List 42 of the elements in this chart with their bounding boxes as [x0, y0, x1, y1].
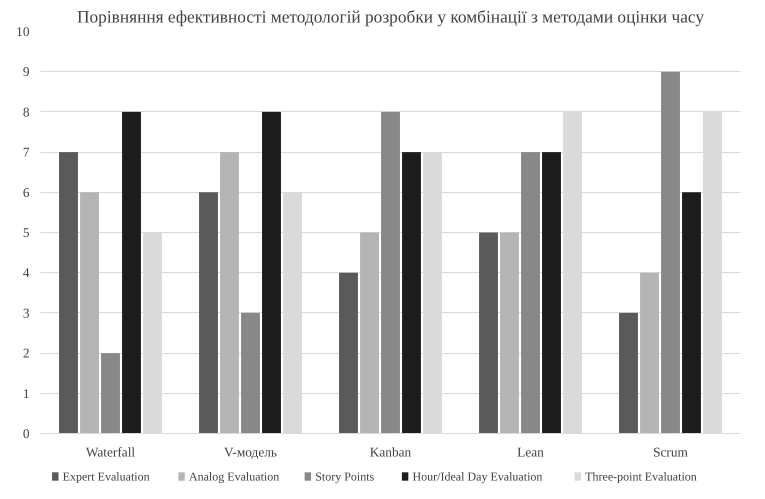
- y-tick-label: 3: [22, 305, 30, 320]
- bar: [339, 272, 358, 434]
- bar: [479, 232, 498, 434]
- x-tick-label: Scrum: [653, 444, 689, 460]
- bar: [220, 152, 239, 434]
- bar: [199, 192, 218, 434]
- bar: [122, 112, 141, 434]
- x-tick-label: V-модель: [224, 444, 277, 460]
- bar: [682, 192, 701, 434]
- legend-label: Hour/Ideal Day Evaluation: [412, 470, 542, 484]
- legend-label: Analog Evaluation: [188, 470, 280, 484]
- bar: [381, 112, 400, 434]
- y-tick-label: 8: [22, 104, 30, 120]
- legend-label: Three-point Evaluation: [585, 470, 697, 484]
- x-tick-label: Lean: [517, 444, 544, 460]
- y-tick-label: 4: [22, 265, 30, 280]
- y-tick-label: 5: [22, 225, 30, 240]
- x-tick-label: Kanban: [370, 444, 412, 460]
- bar: [521, 152, 540, 434]
- bar: [80, 192, 99, 434]
- bar: [241, 312, 260, 434]
- y-tick-label: 1: [22, 386, 30, 401]
- bar: [661, 72, 680, 434]
- bar: [101, 353, 120, 434]
- bar: [640, 272, 659, 434]
- x-tick-label: Waterfall: [86, 444, 136, 460]
- bar: [500, 232, 519, 434]
- bar: [262, 112, 281, 434]
- y-tick-label: 10: [16, 24, 30, 39]
- bar: [619, 312, 638, 434]
- chart-title: Порівняння ефективності методологій розробки у комбінації з методами оцінки часу: [76, 8, 704, 26]
- legend-label: Story Points: [315, 470, 375, 484]
- bar: [542, 152, 561, 434]
- bar: [59, 152, 78, 434]
- legend-label: Expert Evaluation: [62, 470, 150, 484]
- y-tick-label: 9: [22, 64, 30, 80]
- y-tick-label: 6: [22, 184, 30, 200]
- bar: [360, 232, 379, 434]
- bar: [402, 152, 421, 434]
- y-tick-label: 0: [22, 426, 30, 441]
- y-tick-label: 7: [22, 144, 30, 160]
- y-tick-label: 2: [22, 346, 30, 361]
